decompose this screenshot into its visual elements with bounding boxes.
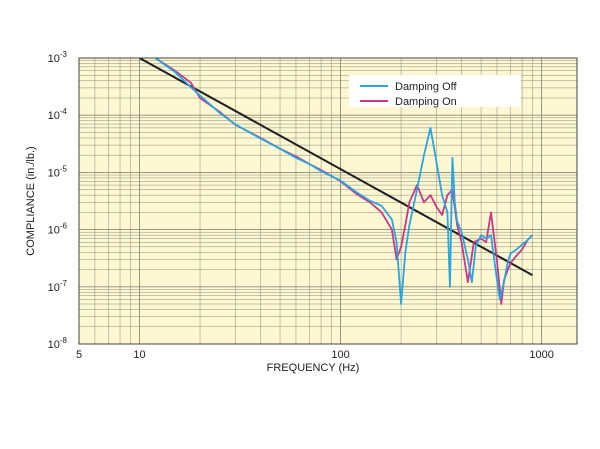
x-tick-label: 10 xyxy=(133,349,145,361)
y-tick-label: 10-8 xyxy=(48,336,68,351)
x-axis-label: FREQUENCY (Hz) xyxy=(267,362,360,374)
y-axis-label: COMPLIANCE (in./lb.) xyxy=(25,146,37,255)
y-tick-label: 10-5 xyxy=(48,164,68,179)
x-tick-label: 1000 xyxy=(529,349,553,361)
plot-frame xyxy=(78,57,578,345)
x-tick-label: 5 xyxy=(76,349,82,361)
reference-line xyxy=(139,58,533,276)
legend: Damping Off Damping On xyxy=(349,75,521,108)
legend-label: Damping Off xyxy=(395,81,457,93)
y-tick-label: 10-7 xyxy=(48,279,68,294)
axes: 5 10 100 1000 10-3 10-4 10-5 10-6 10-7 10-8 FREQUE… xyxy=(25,50,578,374)
y-tick-label: 10-4 xyxy=(48,107,68,122)
legend-label: Damping On xyxy=(395,96,457,108)
y-tick-label: 10-6 xyxy=(48,222,68,237)
y-tick-label: 10-3 xyxy=(48,50,68,65)
x-tick-label: 100 xyxy=(331,349,349,361)
series-line-damping-off xyxy=(154,58,534,305)
series-group xyxy=(139,58,534,305)
